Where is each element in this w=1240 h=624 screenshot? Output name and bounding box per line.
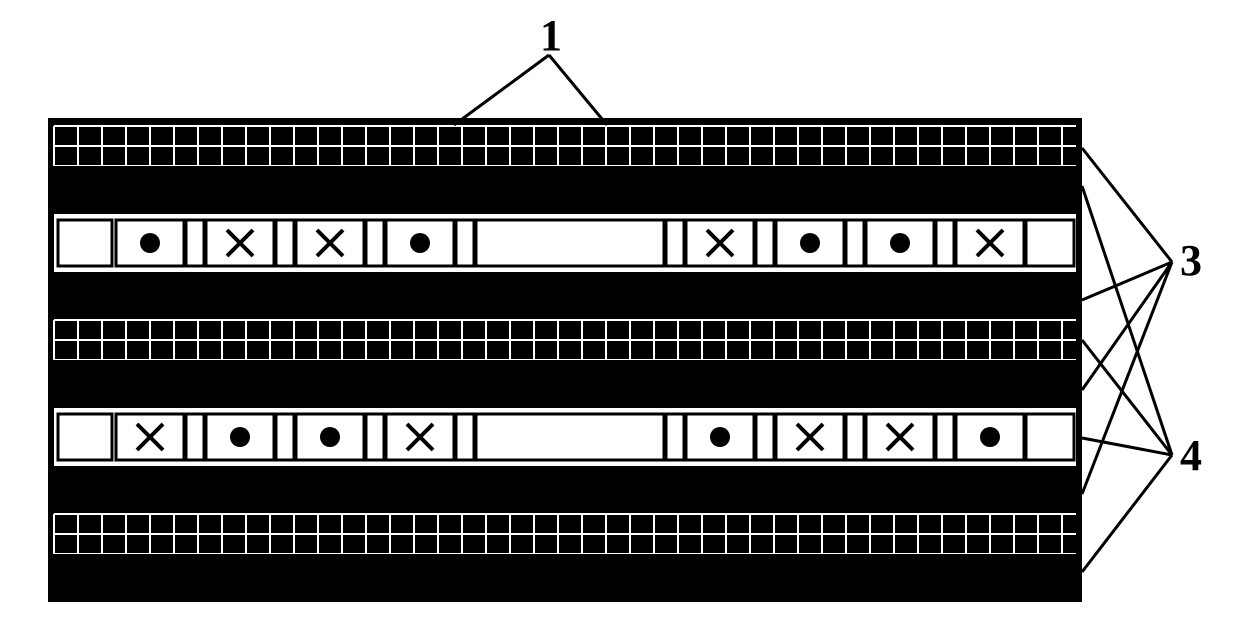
slot-spacer	[666, 414, 684, 460]
grid-band	[54, 514, 1076, 554]
slot-spacer	[276, 414, 294, 460]
grid-band	[54, 320, 1076, 360]
slot-spacer	[366, 220, 384, 266]
grid-band	[54, 126, 1076, 166]
slot-spacer	[186, 414, 204, 460]
dot-marker	[140, 233, 160, 253]
slot-spacer	[846, 414, 864, 460]
slot-spacer	[186, 220, 204, 266]
dot-marker	[800, 233, 820, 253]
solid-band	[54, 360, 1076, 408]
slot-band	[54, 408, 1076, 466]
solid-band	[54, 554, 1076, 594]
dot-marker	[230, 427, 250, 447]
dot-marker	[890, 233, 910, 253]
center-gap	[476, 220, 664, 266]
label-4: 4	[1180, 430, 1202, 481]
slot-spacer	[1026, 414, 1074, 460]
slot-spacer	[456, 220, 474, 266]
dot-marker	[320, 427, 340, 447]
slot-spacer	[456, 414, 474, 460]
solid-band	[54, 166, 1076, 214]
slot-spacer	[58, 220, 112, 266]
slot-spacer	[666, 220, 684, 266]
slot-spacer	[58, 414, 112, 460]
slot-spacer	[756, 220, 774, 266]
slot-spacer	[366, 414, 384, 460]
slot-spacer	[1026, 220, 1074, 266]
slot-spacer	[936, 220, 954, 266]
dot-marker	[410, 233, 430, 253]
solid-band	[54, 466, 1076, 514]
slot-band	[54, 214, 1076, 272]
slot-spacer	[846, 220, 864, 266]
label-3: 3	[1180, 235, 1202, 286]
center-gap	[476, 414, 664, 460]
slot-spacer	[276, 220, 294, 266]
leader-one	[454, 55, 607, 125]
dot-marker	[980, 427, 1000, 447]
label-1: 1	[540, 10, 562, 61]
dot-marker	[710, 427, 730, 447]
slot-spacer	[756, 414, 774, 460]
solid-band	[54, 272, 1076, 320]
slot-spacer	[936, 414, 954, 460]
